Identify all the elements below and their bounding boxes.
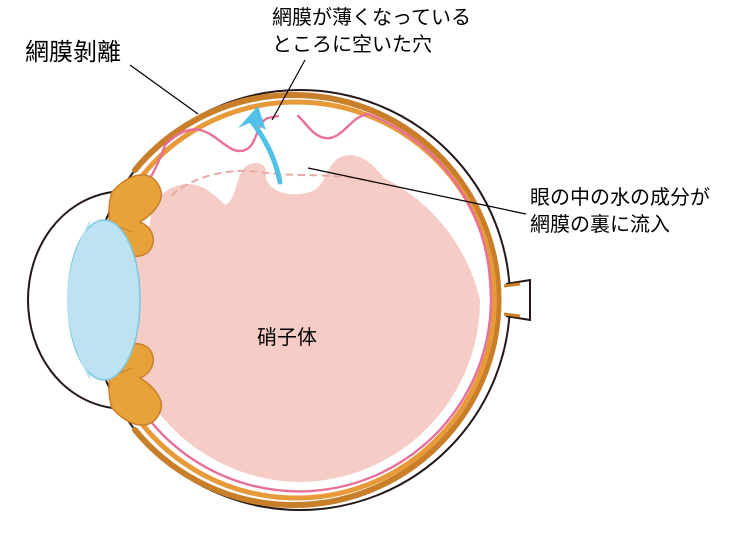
eye-diagram-svg (0, 0, 751, 534)
label-retinal-hole: 網膜が薄くなっている ところに空いた穴 (272, 5, 471, 59)
diagram-stage: 網膜剝離 網膜が薄くなっている ところに空いた穴 眼の中の水の成分が 網膜の裏に… (0, 0, 751, 534)
label-fluid-inflow: 眼の中の水の成分が 網膜の裏に流入 (530, 185, 710, 239)
label-vitreous: 硝子体 (257, 325, 317, 352)
leader-detachment (130, 65, 198, 114)
label-retinal-detachment: 網膜剝離 (25, 37, 121, 69)
